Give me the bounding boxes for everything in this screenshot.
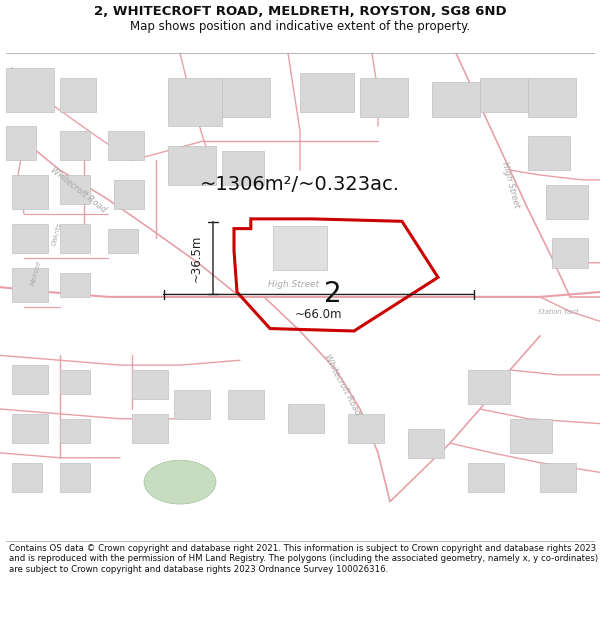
Bar [60, 78, 96, 112]
Bar [60, 370, 90, 394]
Text: 2, WHITECROFT ROAD, MELDRETH, ROYSTON, SG8 6ND: 2, WHITECROFT ROAD, MELDRETH, ROYSTON, S… [94, 5, 506, 18]
Bar [168, 78, 222, 126]
Bar [546, 185, 588, 219]
Bar [60, 272, 90, 297]
Bar [432, 82, 480, 116]
Bar [468, 370, 510, 404]
Text: Oakrits: Oakrits [51, 221, 63, 246]
Ellipse shape [144, 460, 216, 504]
Bar [528, 136, 570, 170]
Bar [6, 68, 54, 112]
Bar [288, 404, 324, 433]
Bar [174, 389, 210, 419]
Text: Map shows position and indicative extent of the property.: Map shows position and indicative extent… [130, 20, 470, 33]
Bar [60, 131, 90, 161]
Bar [168, 146, 216, 185]
Bar [228, 389, 264, 419]
Bar [108, 229, 138, 253]
Bar [222, 78, 270, 116]
Text: Melrose: Melrose [30, 259, 42, 286]
Text: Station Yard: Station Yard [538, 309, 578, 314]
Bar [468, 462, 504, 492]
Bar [60, 419, 90, 443]
Text: ~66.0m: ~66.0m [295, 308, 343, 321]
Bar [348, 414, 384, 443]
Bar [132, 414, 168, 443]
Text: Whitecroft Road: Whitecroft Road [322, 352, 362, 417]
Bar [132, 370, 168, 399]
Bar [60, 462, 90, 492]
Bar [12, 175, 48, 209]
Bar [12, 365, 48, 394]
Bar [540, 462, 576, 492]
Text: ~1306m²/~0.323ac.: ~1306m²/~0.323ac. [200, 175, 400, 194]
Text: Contains OS data © Crown copyright and database right 2021. This information is : Contains OS data © Crown copyright and d… [9, 544, 598, 574]
Bar [408, 429, 444, 458]
Bar [12, 268, 48, 302]
Bar [12, 224, 48, 253]
Bar [360, 78, 408, 116]
Bar [300, 72, 354, 112]
Text: Whitecroft Road: Whitecroft Road [49, 165, 107, 214]
Bar [552, 238, 588, 268]
Bar [480, 78, 528, 112]
Text: ~36.5m: ~36.5m [190, 234, 203, 281]
Bar [12, 462, 42, 492]
Bar [60, 175, 90, 204]
Bar [108, 131, 144, 161]
Text: High Street: High Street [268, 280, 320, 289]
Bar [510, 419, 552, 453]
Bar [222, 151, 264, 185]
Text: 2: 2 [324, 281, 342, 308]
Bar [528, 78, 576, 116]
Bar [60, 224, 90, 253]
Bar [273, 226, 327, 270]
Bar [6, 126, 36, 161]
Bar [12, 414, 48, 443]
Bar [114, 180, 144, 209]
Text: High Street: High Street [500, 161, 520, 209]
